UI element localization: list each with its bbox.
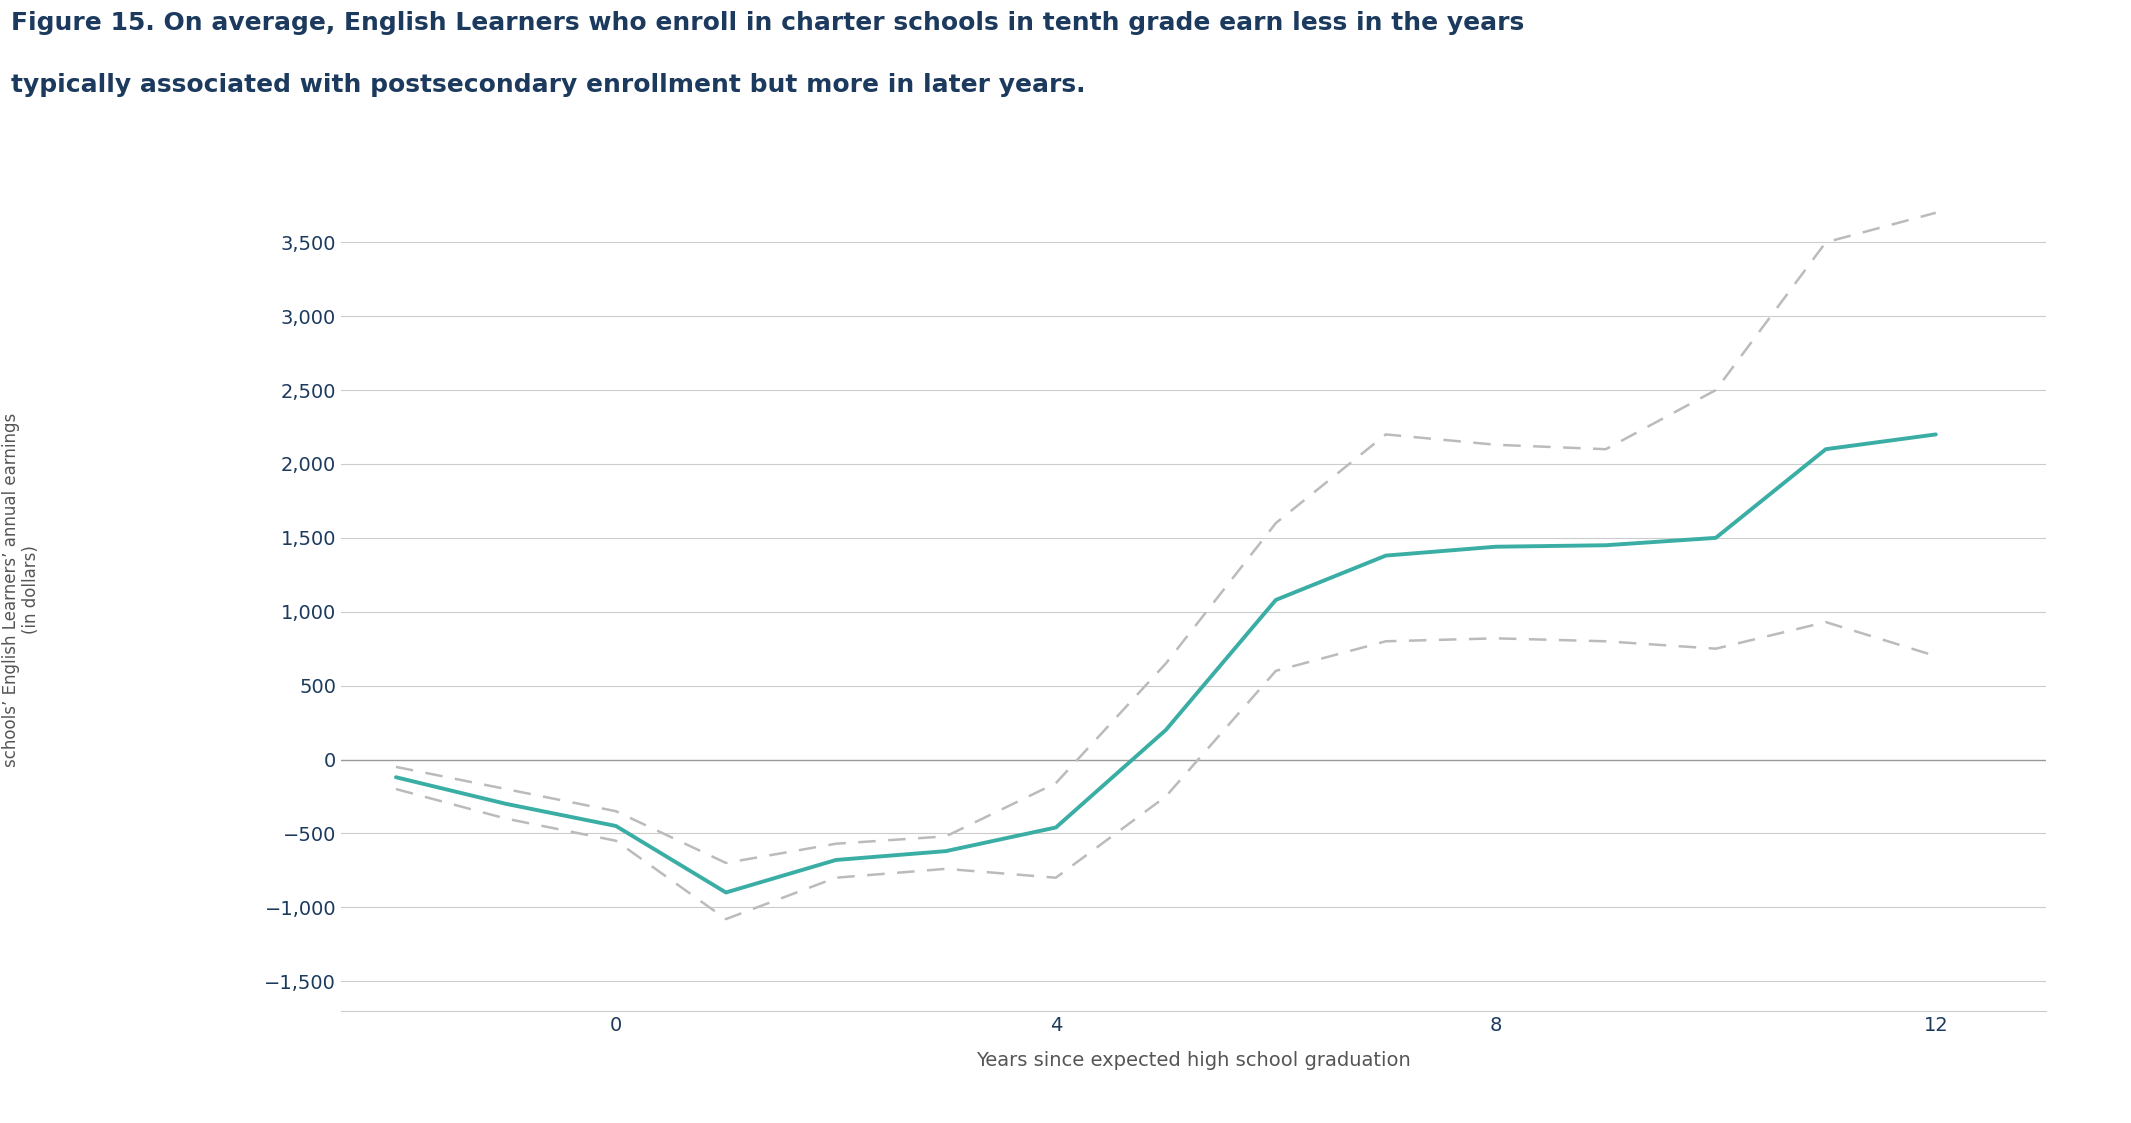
X-axis label: Years since expected high school graduation: Years since expected high school graduat… — [976, 1051, 1411, 1070]
Text: Figure 15. On average, English Learners who enroll in charter schools in tenth g: Figure 15. On average, English Learners … — [11, 11, 1524, 35]
Text: typically associated with postsecondary enrollment but more in later years.: typically associated with postsecondary … — [11, 73, 1085, 97]
Text: Difference between charter and traditional public
schools’ English Learners’ ann: Difference between charter and tradition… — [0, 384, 40, 795]
